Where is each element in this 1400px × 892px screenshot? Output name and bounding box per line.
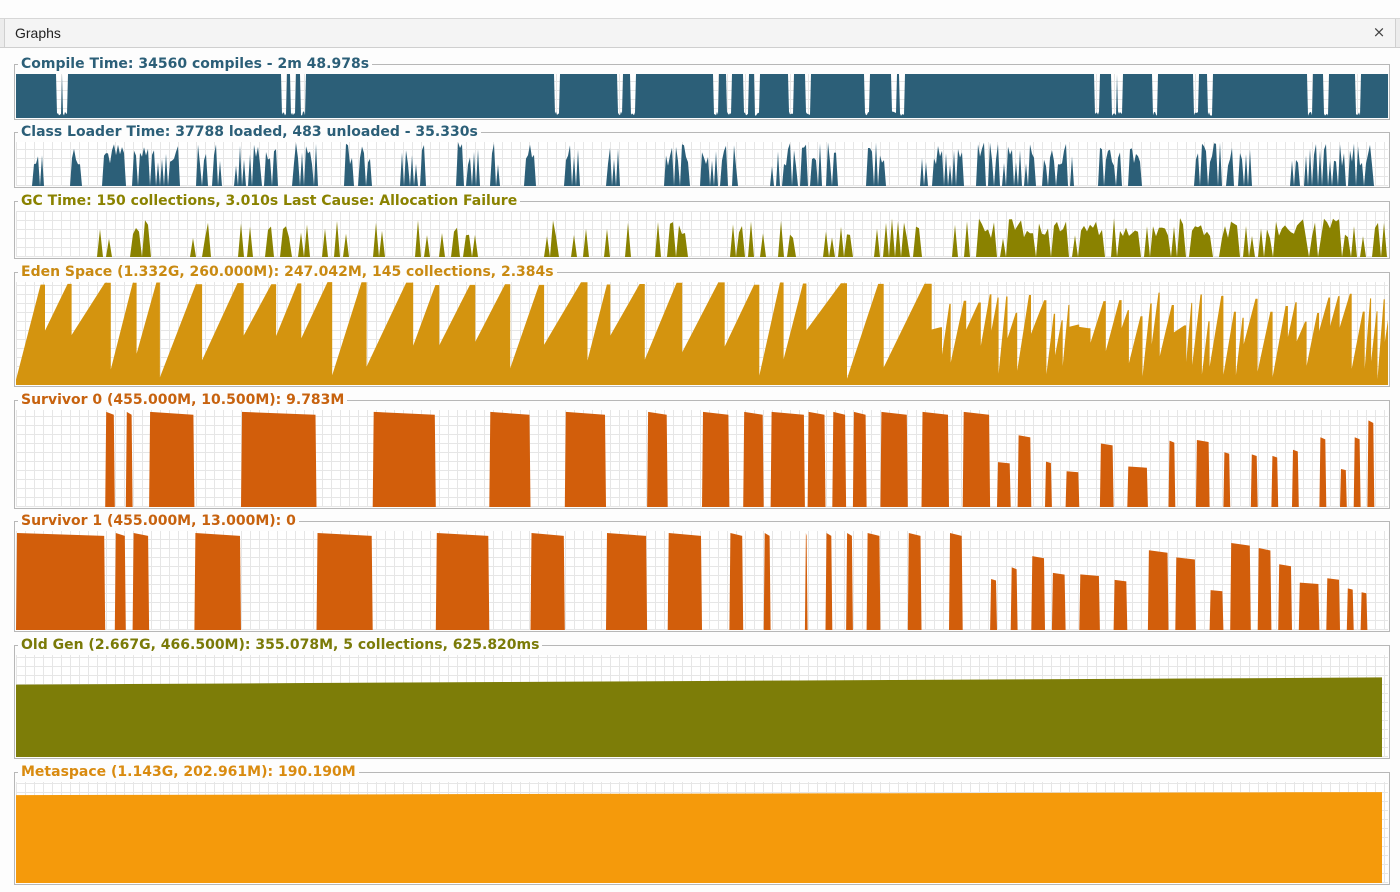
- eden-space-graph: [16, 282, 1388, 385]
- survivor-0-panel: Survivor 0 (455.000M, 10.500M): 9.783M: [14, 392, 1390, 509]
- metaspace-svg: [16, 782, 1388, 883]
- compile-time-panel: Compile Time: 34560 compiles - 2m 48.978…: [14, 56, 1390, 120]
- eden-space-title: Eden Space (1.332G, 260.000M): 247.042M,…: [18, 264, 557, 281]
- classloader-svg: [16, 142, 1388, 186]
- metaspace-area: [16, 792, 1382, 883]
- oldgen-area: [16, 677, 1382, 757]
- metaspace-graph: [16, 782, 1388, 883]
- tab-bar: Graphs ×: [0, 18, 1400, 48]
- class-loader-title: Class Loader Time: 37788 loaded, 483 unl…: [18, 124, 481, 141]
- compile-area: [16, 74, 1388, 118]
- survivor1-svg: [16, 531, 1388, 630]
- eden-svg: [16, 282, 1388, 385]
- compile-svg: [16, 74, 1388, 118]
- survivor1-area: [16, 533, 1388, 630]
- old-gen-graph: [16, 655, 1388, 757]
- gc-time-panel: GC Time: 150 collections, 3.010s Last Ca…: [14, 193, 1390, 259]
- close-icon[interactable]: ×: [1372, 23, 1386, 41]
- metaspace-title: Metaspace (1.143G, 202.961M): 190.190M: [18, 764, 359, 781]
- survivor-1-title: Survivor 1 (455.000M, 13.000M): 0: [18, 513, 299, 530]
- gc-svg: [16, 211, 1388, 257]
- gc-time-graph: [16, 211, 1388, 257]
- survivor0-grid: [16, 410, 1388, 507]
- survivor-1-graph: [16, 531, 1388, 630]
- survivor-0-graph: [16, 410, 1388, 507]
- tab-graphs[interactable]: Graphs ×: [4, 19, 1396, 47]
- tab-label: Graphs: [15, 25, 61, 41]
- compile-time-title: Compile Time: 34560 compiles - 2m 48.978…: [18, 56, 373, 73]
- class-loader-graph: [16, 142, 1388, 186]
- eden-area: [16, 282, 1388, 385]
- compile-time-graph: [16, 74, 1388, 118]
- survivor0-svg: [16, 410, 1388, 507]
- gc-area: [16, 218, 1388, 257]
- survivor0-area: [16, 411, 1388, 507]
- gc-time-title: GC Time: 150 collections, 3.010s Last Ca…: [18, 193, 521, 210]
- eden-space-panel: Eden Space (1.332G, 260.000M): 247.042M,…: [14, 264, 1390, 387]
- old-gen-title: Old Gen (2.667G, 466.500M): 355.078M, 5 …: [18, 637, 543, 654]
- oldgen-svg: [16, 655, 1388, 757]
- old-gen-panel: Old Gen (2.667G, 466.500M): 355.078M, 5 …: [14, 637, 1390, 759]
- survivor-1-panel: Survivor 1 (455.000M, 13.000M): 0: [14, 513, 1390, 632]
- survivor-0-title: Survivor 0 (455.000M, 10.500M): 9.783M: [18, 392, 348, 409]
- metaspace-panel: Metaspace (1.143G, 202.961M): 190.190M: [14, 764, 1390, 885]
- class-loader-panel: Class Loader Time: 37788 loaded, 483 unl…: [14, 124, 1390, 188]
- classloader-area: [16, 142, 1388, 186]
